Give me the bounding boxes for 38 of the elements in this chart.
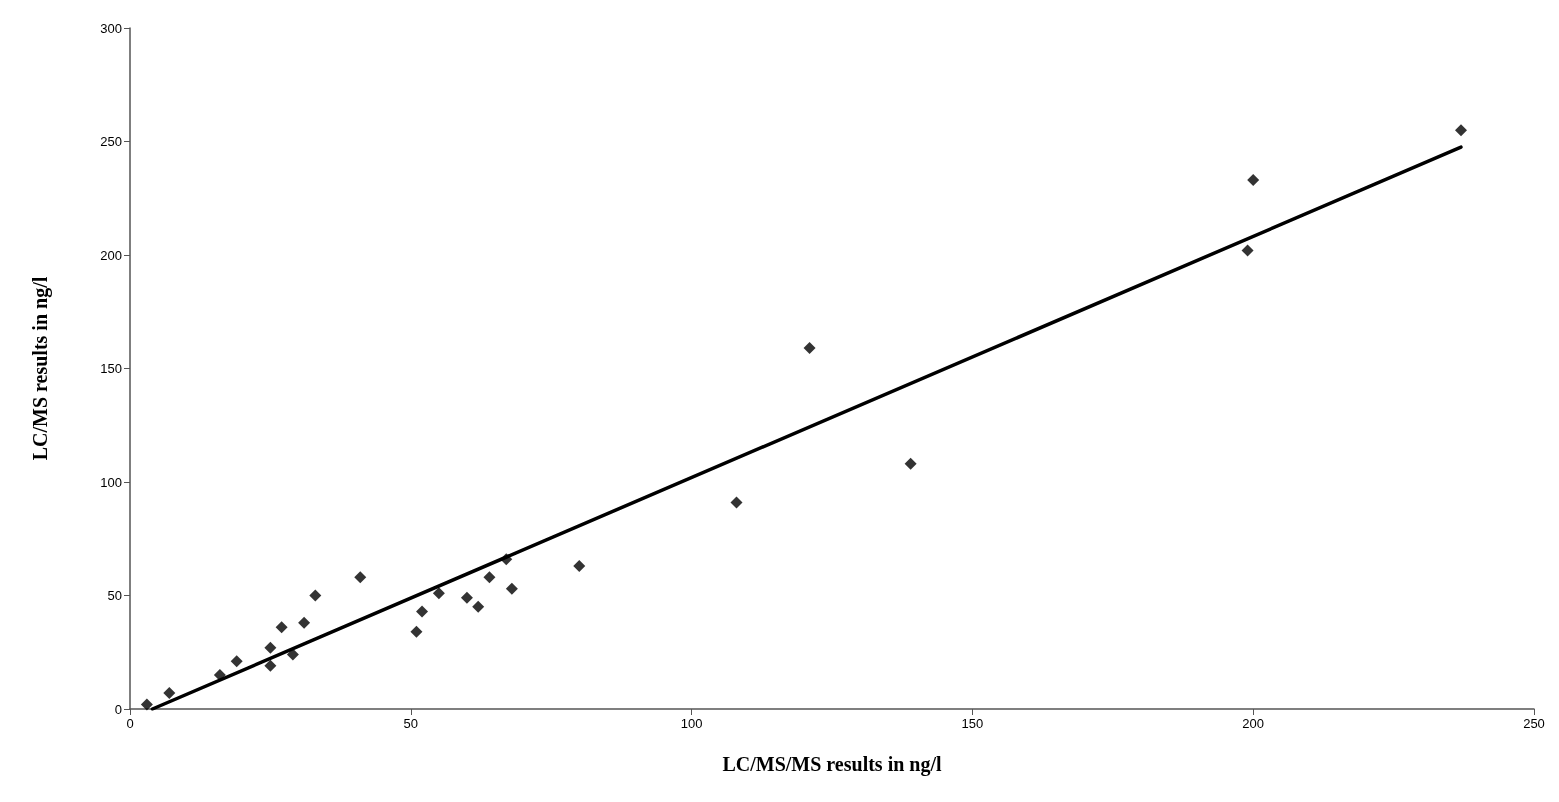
y-tick-label: 150 (100, 361, 122, 376)
point (1241, 244, 1254, 257)
point (483, 571, 496, 584)
point (298, 616, 311, 629)
x-tick-label: 50 (403, 716, 419, 731)
point (730, 496, 743, 509)
point (1247, 174, 1260, 187)
point (573, 559, 586, 572)
y-axis-title: LC/MS results in ng/l (29, 276, 52, 461)
y-tick-label: 100 (100, 474, 122, 490)
point (309, 589, 322, 602)
point (904, 457, 917, 470)
y-tick-label: 50 (107, 588, 122, 603)
point (354, 571, 367, 584)
y-tick-label: 250 (100, 134, 122, 149)
point (803, 342, 816, 355)
x-tick-label: 250 (1523, 716, 1545, 731)
x-tick-label: 0 (126, 716, 134, 731)
point (230, 655, 243, 668)
x-axis-title: LC/MS/MS results in ng/l (722, 753, 942, 776)
point (410, 625, 423, 638)
x-tick-label: 100 (680, 716, 703, 731)
x-tick-label: 150 (961, 716, 984, 731)
x-tick-label: 200 (1242, 716, 1265, 731)
point (264, 641, 277, 654)
point (505, 582, 518, 595)
y-tick-label: 300 (100, 20, 122, 36)
y-tick-label: 0 (114, 701, 122, 717)
point (432, 587, 445, 600)
point (416, 605, 429, 618)
point (472, 600, 485, 613)
point (1454, 124, 1467, 137)
point (163, 687, 176, 700)
point (275, 621, 288, 634)
point (140, 698, 153, 711)
point (460, 591, 473, 604)
point (264, 659, 277, 672)
y-tick-label: 200 (100, 247, 122, 263)
